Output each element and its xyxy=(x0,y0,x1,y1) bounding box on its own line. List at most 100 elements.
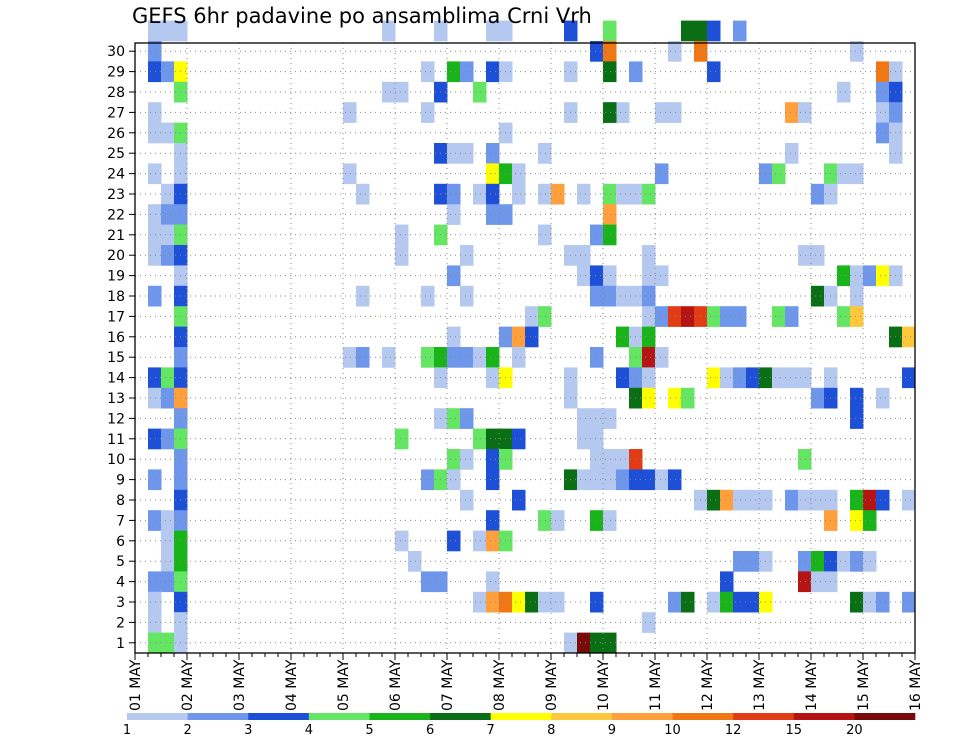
heatmap-cell xyxy=(668,591,682,613)
heatmap-cell xyxy=(616,469,630,491)
heatmap-cell xyxy=(616,285,630,307)
heatmap-cell xyxy=(486,449,500,470)
heatmap-cell xyxy=(902,591,916,613)
heatmap-cell xyxy=(538,183,552,205)
heatmap-cell xyxy=(486,143,500,164)
heatmap-cell xyxy=(798,571,812,593)
heatmap-cell xyxy=(395,224,409,246)
heatmap-cell xyxy=(382,347,396,368)
heatmap-cell xyxy=(876,102,890,123)
heatmap-cell xyxy=(863,489,877,511)
heatmap-cell xyxy=(850,285,864,307)
heatmap-cell xyxy=(538,224,552,246)
heatmap-cell xyxy=(161,551,175,572)
heatmap-cell xyxy=(642,306,656,327)
heatmap-cell xyxy=(603,285,617,307)
legend-label: 5 xyxy=(365,723,373,738)
legend-swatch xyxy=(672,713,734,720)
heatmap-cell xyxy=(876,61,890,83)
heatmap-cell xyxy=(590,469,604,491)
y-tick-label: 2 xyxy=(116,615,125,631)
heatmap-cell xyxy=(447,469,461,491)
heatmap-cell xyxy=(785,143,799,164)
heatmap-cell xyxy=(447,530,461,552)
x-tick-label: 02 MAY xyxy=(180,659,196,711)
heatmap-cell xyxy=(421,285,435,307)
legend-swatch xyxy=(611,713,673,720)
heatmap-cell xyxy=(642,183,656,205)
heatmap-cell xyxy=(577,245,591,266)
heatmap-cell xyxy=(486,571,500,593)
heatmap-cell xyxy=(655,306,669,327)
heatmap-cell xyxy=(798,551,812,572)
y-tick-label: 4 xyxy=(116,575,125,591)
legend-label: 6 xyxy=(426,723,434,738)
heatmap-cell xyxy=(811,183,825,205)
heatmap-cell xyxy=(902,489,916,511)
x-tick-label: 06 MAY xyxy=(388,659,404,711)
heatmap-cell xyxy=(590,224,604,246)
heatmap-cell xyxy=(655,347,669,368)
y-tick-label: 18 xyxy=(107,289,125,305)
heatmap-cell xyxy=(707,306,721,327)
heatmap-cell xyxy=(447,347,461,368)
heatmap-cell xyxy=(486,469,500,491)
heatmap-cell xyxy=(746,367,760,389)
heatmap-cell xyxy=(902,367,916,389)
heatmap-cell xyxy=(148,612,162,633)
heatmap-cell xyxy=(512,163,526,185)
heatmap-cell xyxy=(850,306,864,327)
heatmap-cell xyxy=(148,469,162,491)
heatmap-cell xyxy=(460,489,474,511)
heatmap-cell xyxy=(174,20,188,42)
heatmap-cell xyxy=(161,122,175,144)
x-tick-label: 01 MAY xyxy=(128,659,144,711)
heatmap-cell xyxy=(148,61,162,83)
heatmap-cell xyxy=(850,387,864,409)
heatmap-cell xyxy=(720,591,734,613)
heatmap-cell xyxy=(616,183,630,205)
heatmap-cell xyxy=(785,102,799,123)
heatmap-cell xyxy=(421,571,435,593)
heatmap-cell xyxy=(161,20,175,42)
y-tick-label: 26 xyxy=(107,126,125,142)
legend-label: 4 xyxy=(305,723,313,738)
heatmap-cell xyxy=(733,591,747,613)
heatmap-cell xyxy=(421,469,435,491)
heatmap-cell xyxy=(512,591,526,613)
heatmap-cell xyxy=(551,510,565,531)
heatmap-cell xyxy=(603,102,617,123)
heatmap-cell xyxy=(733,551,747,572)
legend-swatch xyxy=(793,713,855,720)
y-tick-label: 24 xyxy=(107,167,125,183)
heatmap-cell xyxy=(382,20,396,42)
heatmap-cell xyxy=(148,163,162,185)
x-tick-label: 08 MAY xyxy=(492,659,508,711)
heatmap-cell xyxy=(850,408,864,429)
heatmap-cell xyxy=(902,326,916,348)
heatmap-cell xyxy=(577,632,591,654)
y-tick-label: 25 xyxy=(107,146,125,162)
heatmap-cell xyxy=(447,183,461,205)
heatmap-cell xyxy=(863,551,877,572)
heatmap-cell xyxy=(486,530,500,552)
heatmap-cell xyxy=(655,265,669,287)
x-tick-label: 12 MAY xyxy=(700,659,716,711)
x-tick-label: 05 MAY xyxy=(336,659,352,711)
heatmap-cell xyxy=(642,469,656,491)
heatmap-cell xyxy=(876,81,890,103)
heatmap-cell xyxy=(161,632,175,654)
heatmap-cell xyxy=(538,591,552,613)
heatmap-cell xyxy=(746,551,760,572)
legend-label: 10 xyxy=(664,723,681,738)
heatmap-cell xyxy=(590,428,604,450)
x-tick-label: 16 MAY xyxy=(908,659,924,711)
heatmap-cell xyxy=(486,428,500,450)
heatmap-cell xyxy=(148,224,162,246)
heatmap-cell xyxy=(525,306,539,327)
heatmap-cell xyxy=(473,81,487,103)
heatmap-cell xyxy=(642,367,656,389)
heatmap-cell xyxy=(733,489,747,511)
heatmap-cell xyxy=(148,367,162,389)
heatmap-cell xyxy=(616,367,630,389)
